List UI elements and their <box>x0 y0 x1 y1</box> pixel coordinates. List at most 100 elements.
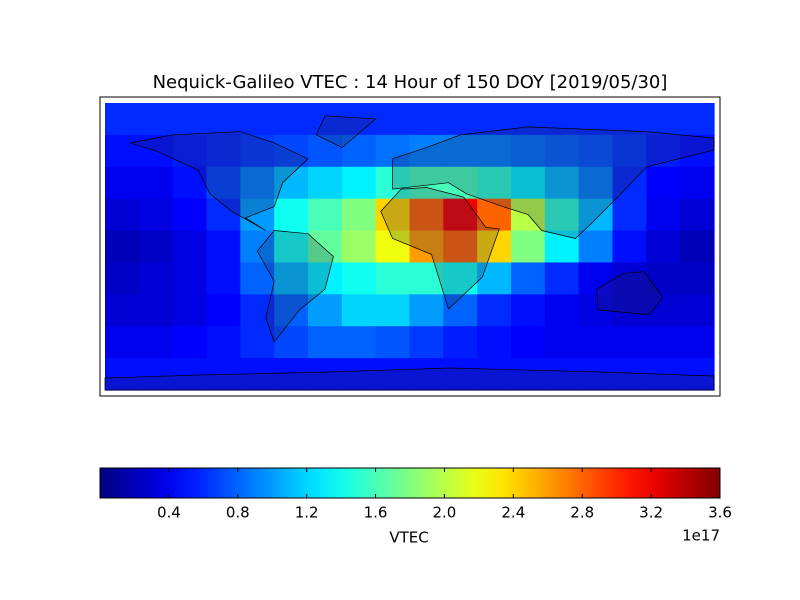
heatmap-cell <box>240 103 275 136</box>
heatmap-cell <box>240 294 275 327</box>
heatmap-cell <box>206 262 241 295</box>
colorbar-offset: 1e17 <box>682 527 720 545</box>
heatmap-cell <box>646 262 681 295</box>
continent <box>130 131 309 231</box>
colorbar-tick-label: 2.4 <box>501 504 525 522</box>
heatmap-cell <box>274 262 309 295</box>
colorbar-tick-label: 1.6 <box>364 504 388 522</box>
heatmap-cell <box>544 166 580 200</box>
continent <box>596 271 664 316</box>
heatmap-cell <box>274 230 309 264</box>
heatmap-cell <box>680 358 715 391</box>
heatmap-cell <box>544 198 580 232</box>
heatmap-cell <box>172 198 208 232</box>
heatmap-cell <box>274 358 309 391</box>
heatmap-cell <box>477 358 512 391</box>
continent <box>104 367 715 391</box>
heatmap-cell <box>105 166 140 200</box>
heatmap-cell <box>578 358 614 391</box>
heatmap-cell <box>375 326 411 359</box>
heatmap-cell <box>544 262 580 295</box>
heatmap-cell <box>544 358 580 391</box>
heatmap-cell <box>544 230 580 264</box>
heatmap-cell <box>680 230 715 264</box>
heatmap-cell <box>477 103 512 136</box>
heatmap-cell <box>409 262 444 295</box>
heatmap-cell <box>206 230 241 264</box>
heatmap-cell <box>274 294 309 327</box>
heatmap-cell <box>375 358 411 391</box>
heatmap-cell <box>612 198 647 232</box>
heatmap-cell <box>409 230 444 264</box>
heatmap-cell <box>612 326 647 359</box>
heatmap-cell <box>308 230 343 264</box>
heatmap-cell <box>443 198 478 232</box>
colorbar-label: VTEC <box>389 529 428 547</box>
heatmap-cell <box>206 134 241 168</box>
continent <box>256 230 334 343</box>
heatmap-cell <box>308 326 343 359</box>
heatmap-cell <box>544 326 580 359</box>
heatmap-cell <box>308 166 343 200</box>
heatmap-cell <box>375 230 411 264</box>
colorbar-tick-label: 1.2 <box>295 504 319 522</box>
heatmap-cell <box>612 262 647 295</box>
heatmap-cell <box>308 262 343 295</box>
heatmap-cell <box>240 134 275 168</box>
heatmap-cell <box>443 358 478 391</box>
heatmap-cell <box>511 294 546 327</box>
heatmap-cell <box>172 166 208 200</box>
heatmap-cell <box>443 294 478 327</box>
heatmap-cell <box>443 262 478 295</box>
heatmap-cell <box>646 134 681 168</box>
heatmap-cell <box>375 103 411 136</box>
heatmap-cell <box>511 166 546 200</box>
heatmap-cell <box>138 262 174 295</box>
heatmap-cell <box>138 103 174 136</box>
heatmap-cell <box>409 294 444 327</box>
heatmap-cell <box>443 230 478 264</box>
heatmap-cell <box>511 230 546 264</box>
continent <box>315 115 377 149</box>
heatmap-cell <box>105 358 140 391</box>
heatmap-cell <box>477 294 512 327</box>
heatmap-cell <box>240 262 275 295</box>
heatmap-cell <box>477 230 512 264</box>
heatmap-cell <box>375 262 411 295</box>
heatmap-cell <box>409 166 444 200</box>
heatmap-cell <box>341 326 377 359</box>
map-frame <box>99 96 721 397</box>
heatmap-cell <box>105 262 140 295</box>
heatmap-cell <box>544 294 580 327</box>
heatmap-cell <box>274 166 309 200</box>
colorbar-tick-label: 3.6 <box>708 504 732 522</box>
heatmap-cell <box>477 326 512 359</box>
heatmap-cell <box>680 166 715 200</box>
heatmap-cell <box>341 134 377 168</box>
heatmap-cell <box>274 103 309 136</box>
heatmap-cell <box>138 294 174 327</box>
heatmap-cell <box>341 358 377 391</box>
colorbar-tick-label: 2.8 <box>570 504 594 522</box>
heatmap-cell <box>274 198 309 232</box>
continent <box>392 126 715 239</box>
heatmap-cell <box>511 262 546 295</box>
heatmap-cell <box>172 262 208 295</box>
colorbar-tick-label: 3.2 <box>639 504 663 522</box>
heatmap-cell <box>308 103 343 136</box>
heatmap-cell <box>443 134 478 168</box>
colorbar-tick-label: 0.8 <box>226 504 250 522</box>
heatmap-cell <box>443 103 478 136</box>
heatmap-cell <box>578 166 614 200</box>
heatmap-cell <box>206 166 241 200</box>
heatmap-cell <box>172 358 208 391</box>
heatmap-cell <box>409 358 444 391</box>
colorbar <box>99 467 721 499</box>
heatmap-cell <box>172 326 208 359</box>
heatmap-cell <box>680 103 715 136</box>
heatmap-cell <box>578 198 614 232</box>
heatmap-cell <box>680 262 715 295</box>
heatmap-cell <box>409 326 444 359</box>
